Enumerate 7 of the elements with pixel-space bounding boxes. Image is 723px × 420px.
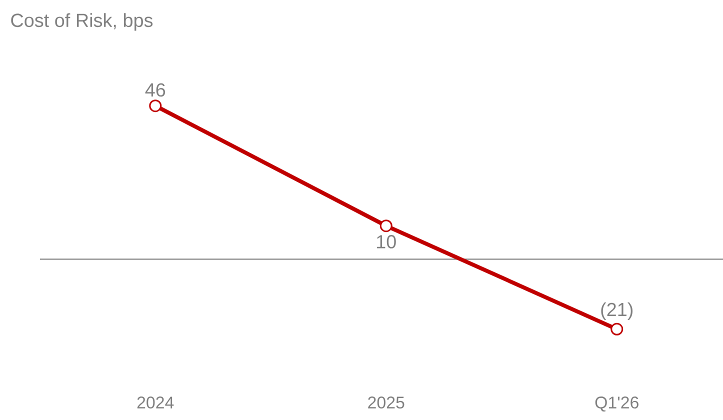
chart-title: Cost of Risk, bps [11, 13, 153, 31]
x-tick-label: 2024 [137, 396, 174, 409]
x-tick-label: Q1'26 [595, 396, 638, 412]
x-tick-label: 2025 [368, 396, 404, 409]
data-label: 10 [377, 235, 396, 248]
data-label: 46 [145, 83, 166, 97]
data-label: (21) [601, 302, 633, 320]
